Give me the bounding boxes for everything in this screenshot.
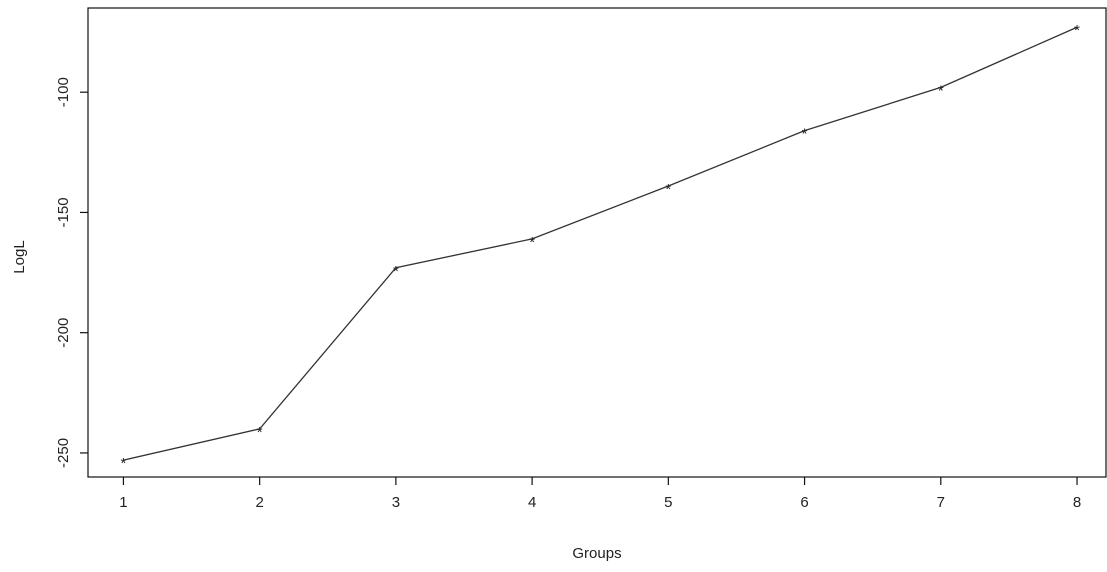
data-point-marker: * <box>802 126 808 143</box>
x-axis-title: Groups <box>572 545 621 562</box>
x-tick-label: 3 <box>392 494 400 511</box>
data-point-marker: * <box>665 181 671 198</box>
x-tick-label: 7 <box>937 494 945 511</box>
series-line <box>123 26 1078 461</box>
data-point-marker: * <box>529 234 535 251</box>
y-axis-title: LogL <box>11 240 28 273</box>
data-point-marker: * <box>938 82 944 99</box>
y-tick-label: -100 <box>55 77 72 107</box>
data-point-marker: * <box>393 263 399 280</box>
y-tick-label: -250 <box>55 438 72 468</box>
x-tick-label: 2 <box>255 494 263 511</box>
data-point-marker: * <box>257 424 263 441</box>
x-tick-label: 6 <box>800 494 808 511</box>
x-tick-label: 8 <box>1073 494 1081 511</box>
x-tick-label: 1 <box>119 494 127 511</box>
plot-frame <box>87 7 1107 478</box>
y-tick-label: -150 <box>55 197 72 227</box>
y-tick-label: -200 <box>55 318 72 348</box>
x-tick-label: 4 <box>528 494 536 511</box>
x-tick-label: 5 <box>664 494 672 511</box>
data-point-marker: * <box>1074 22 1080 39</box>
data-point-marker: * <box>120 455 126 472</box>
